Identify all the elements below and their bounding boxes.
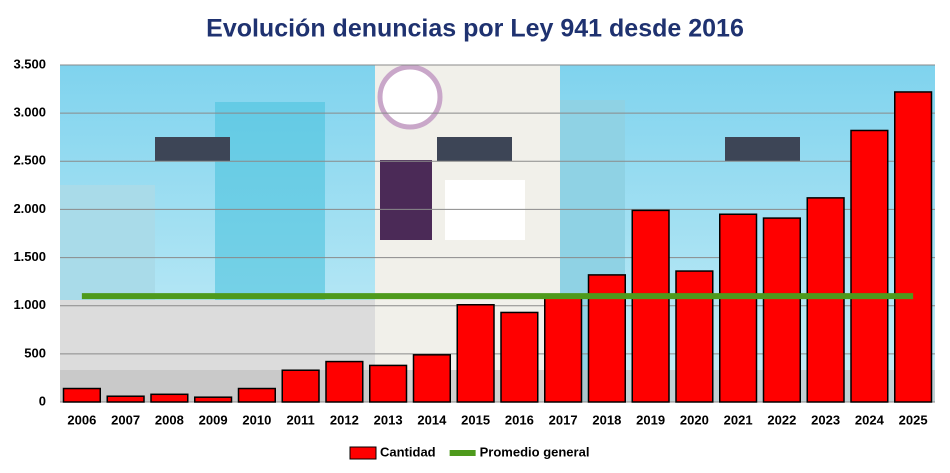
x-tick-label: 2021 — [724, 412, 753, 427]
y-tick-label: 500 — [24, 345, 46, 360]
bar — [412, 354, 451, 403]
y-tick-label: 0 — [39, 393, 46, 408]
x-tick-label: 2009 — [199, 412, 228, 427]
bar — [62, 387, 101, 403]
bar — [500, 311, 539, 403]
legend-swatch — [349, 446, 377, 460]
x-tick-label: 2019 — [636, 412, 665, 427]
y-tick-label: 2.000 — [13, 201, 46, 216]
x-tick-label: 2012 — [330, 412, 359, 427]
bar — [325, 360, 364, 403]
x-tick-label: 2015 — [461, 412, 490, 427]
x-tick-label: 2022 — [767, 412, 796, 427]
bar — [850, 129, 889, 403]
bar — [719, 213, 758, 403]
bar — [369, 364, 408, 403]
x-tick-label: 2025 — [899, 412, 928, 427]
bar — [150, 393, 189, 403]
background-illustration — [60, 64, 935, 402]
bar — [456, 304, 495, 403]
x-tick-label: 2014 — [417, 412, 447, 427]
bar — [194, 396, 233, 403]
bar — [762, 217, 801, 403]
bar — [806, 197, 845, 403]
x-tick-label: 2013 — [374, 412, 403, 427]
y-tick-label: 1.500 — [13, 249, 46, 264]
x-tick-label: 2024 — [855, 412, 885, 427]
x-tick-label: 2018 — [592, 412, 621, 427]
bar — [675, 270, 714, 403]
x-tick-label: 2007 — [111, 412, 140, 427]
x-tick-label: 2011 — [287, 412, 315, 427]
y-tick-label: 3.000 — [13, 105, 46, 120]
x-tick-label: 2008 — [155, 412, 184, 427]
bar — [894, 91, 933, 403]
bar — [281, 369, 320, 403]
x-tick-label: 2016 — [505, 412, 534, 427]
bar — [631, 209, 670, 403]
bar — [544, 296, 583, 403]
x-tick-label: 2017 — [549, 412, 578, 427]
y-tick-label: 2.500 — [13, 153, 46, 168]
bar — [237, 387, 276, 403]
x-tick-label: 2023 — [811, 412, 840, 427]
y-tick-label: 1.000 — [13, 297, 46, 312]
x-tick-label: 2020 — [680, 412, 709, 427]
y-tick-label: 3.500 — [13, 56, 46, 71]
bar — [106, 395, 145, 403]
x-tick-label: 2010 — [242, 412, 271, 427]
chart-title: Evolución denuncias por Ley 941 desde 20… — [206, 15, 744, 43]
legend-label: Promedio general — [480, 444, 590, 459]
legend-label: Cantidad — [380, 444, 436, 459]
x-tick-label: 2006 — [67, 412, 96, 427]
